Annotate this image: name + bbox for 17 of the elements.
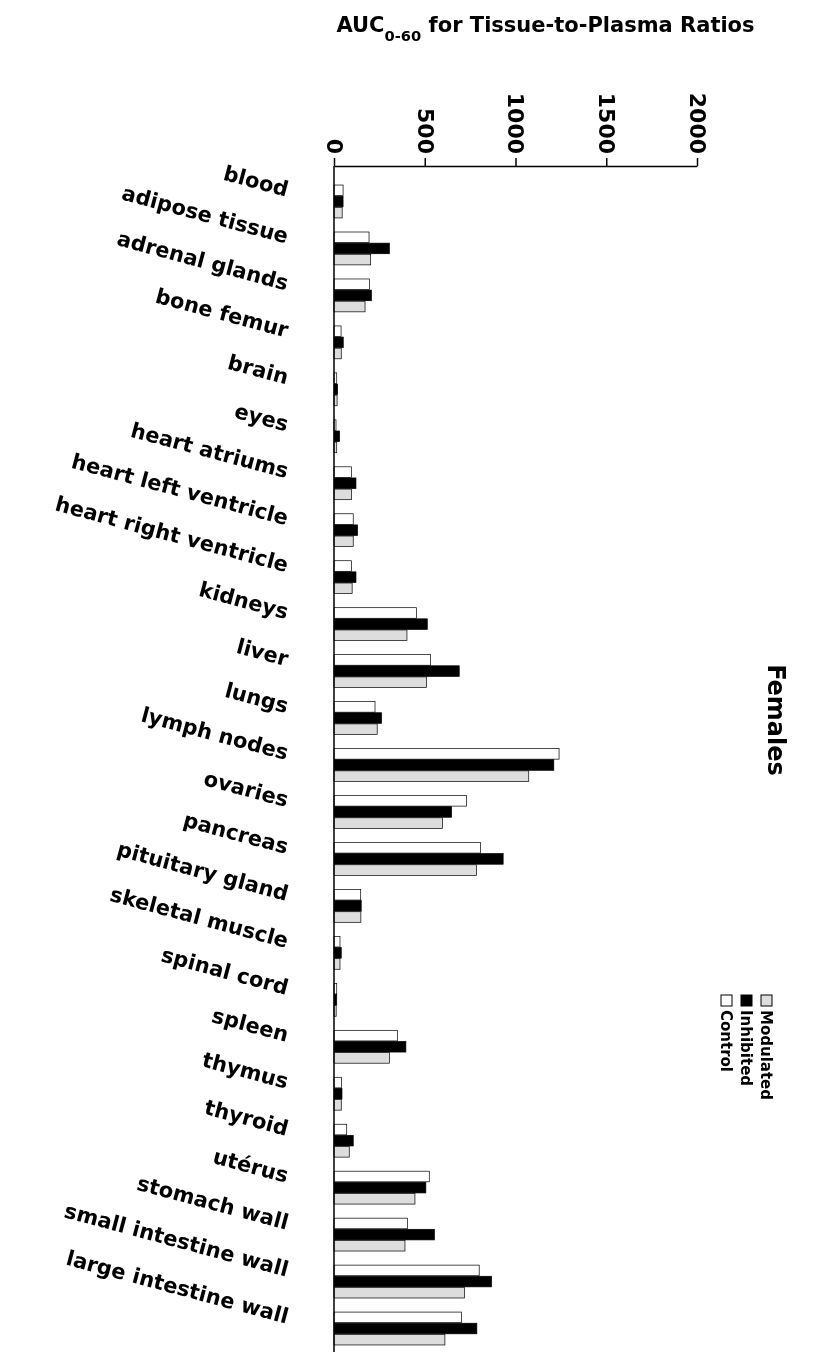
legend-label: Control xyxy=(717,1010,735,1073)
legend-label: Inhibited xyxy=(737,1010,755,1087)
x-tick-label: 500 xyxy=(412,108,438,154)
y-tick-label: liver xyxy=(233,634,292,672)
text: Females xyxy=(762,664,790,776)
y-tick-label: blood xyxy=(220,161,292,202)
y-tick-label: brain xyxy=(225,350,292,390)
y-tick-label: spleen xyxy=(209,1003,292,1047)
legend-label: Modulated xyxy=(757,1010,775,1100)
x-tick-label: 0 xyxy=(321,138,347,154)
x-tick-label: 2000 xyxy=(684,92,710,154)
x-tick-label: 1500 xyxy=(594,92,620,154)
y-tick-label: eyes xyxy=(231,398,292,437)
x-axis-title: AUC$_{0-60}$ for Tissue-to-Plasma Ratios xyxy=(336,13,755,44)
y-tick-label: ovaries xyxy=(201,766,292,812)
x-tick-label: 1000 xyxy=(503,92,529,154)
y-tick-label: lungs xyxy=(222,678,292,718)
